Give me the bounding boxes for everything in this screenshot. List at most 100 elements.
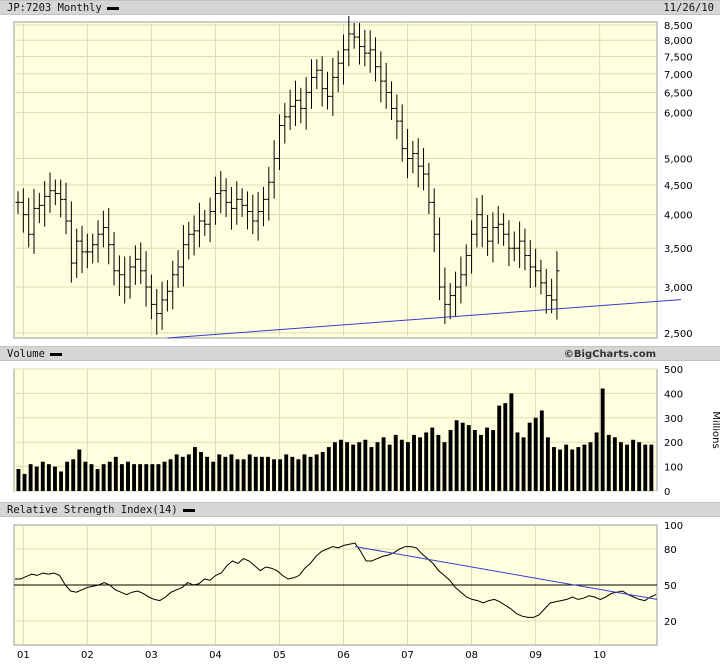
rsi-chart: 20 50 80 100 01 02 03 04 05 06 07 08 09 10 xyxy=(13,521,683,661)
volume-bar xyxy=(442,442,447,491)
x-axis-year-label: 01 xyxy=(17,650,30,661)
price-ytick-label: 4,000 xyxy=(664,211,693,222)
volume-bar xyxy=(308,456,313,491)
volume-bar xyxy=(558,449,563,491)
volume-bar xyxy=(278,459,283,491)
rsi-ytick-label: 100 xyxy=(664,521,683,532)
volume-label: Volume xyxy=(7,348,45,360)
volume-bar xyxy=(649,444,654,491)
volume-axis-label: Millions xyxy=(710,411,720,448)
volume-bar xyxy=(259,456,264,491)
price-ytick-label: 3,000 xyxy=(664,283,693,294)
volume-bar xyxy=(59,471,63,491)
rsi-line xyxy=(15,542,657,618)
price-ytick-label: 2,500 xyxy=(664,329,693,340)
volume-bar xyxy=(302,454,307,491)
volume-bar xyxy=(515,432,520,491)
volume-bar xyxy=(539,410,544,491)
volume-bar xyxy=(491,430,496,491)
volume-bar xyxy=(34,466,39,491)
volume-bar xyxy=(625,444,629,491)
rsi-ytick-label: 50 xyxy=(664,581,677,592)
volume-bar xyxy=(89,464,94,491)
rsi-header-strip: Relative Strength Index(14) xyxy=(0,502,720,517)
x-axis-year-label: 10 xyxy=(593,650,606,661)
volume-bar xyxy=(618,442,623,491)
volume-bar xyxy=(600,388,605,491)
volume-bar xyxy=(588,442,593,491)
volume-bar xyxy=(253,456,258,491)
volume-bar xyxy=(643,444,648,491)
volume-bar xyxy=(150,464,155,491)
volume-bar xyxy=(199,451,203,491)
rsi-trendline xyxy=(354,546,658,600)
volume-bar xyxy=(582,444,587,491)
volume-bar xyxy=(339,439,343,491)
bigcharts-credit[interactable]: ©BigCharts.com xyxy=(563,349,656,360)
volume-bar xyxy=(375,442,380,491)
volume-bar xyxy=(16,469,21,491)
x-axis-year-label: 08 xyxy=(465,650,478,661)
x-axis-year-label: 09 xyxy=(529,650,542,661)
volume-bar xyxy=(229,454,234,491)
volume-bar xyxy=(387,444,392,491)
volume-ytick-label: 0 xyxy=(664,487,670,498)
volume-bar xyxy=(448,430,453,491)
volume-bar xyxy=(223,456,228,491)
volume-bar xyxy=(369,447,374,491)
volume-bar xyxy=(527,422,532,491)
volume-bar xyxy=(564,444,569,491)
volume-bar xyxy=(126,461,130,491)
price-ytick-label: 8,500 xyxy=(664,21,693,32)
volume-bar xyxy=(247,454,252,491)
volume-bar xyxy=(296,459,301,491)
volume-bar xyxy=(363,439,368,491)
volume-bar xyxy=(180,456,185,491)
x-axis-year-label: 06 xyxy=(337,650,350,661)
volume-bar xyxy=(132,464,137,491)
volume-bar xyxy=(576,447,581,491)
volume-bar xyxy=(332,442,337,491)
volume-bar xyxy=(205,456,210,491)
volume-bar xyxy=(211,461,216,491)
rsi-ytick-label: 80 xyxy=(664,545,677,556)
volume-bar xyxy=(631,439,636,491)
volume-bar xyxy=(28,464,33,491)
volume-chart: 0 100 200 300 400 500 Millions xyxy=(13,365,720,498)
x-axis-year-label: 07 xyxy=(401,650,414,661)
price-plot-area xyxy=(13,21,658,339)
date-label: 11/26/10 xyxy=(663,2,714,14)
volume-ytick-label: 400 xyxy=(664,389,683,400)
volume-bar xyxy=(326,447,331,491)
volume-bar xyxy=(345,442,350,491)
volume-bar xyxy=(503,403,508,491)
price-ytick-label: 8,000 xyxy=(664,36,693,47)
volume-header-strip: Volume ©BigCharts.com xyxy=(0,346,720,361)
volume-bar xyxy=(290,456,295,491)
volume-legend-swatch xyxy=(49,352,62,356)
price-header-strip: JP:7203 Monthly 11/26/10 xyxy=(0,0,720,15)
volume-bar xyxy=(399,439,404,491)
volume-bar xyxy=(497,405,502,491)
volume-bar xyxy=(472,430,477,491)
volume-bar xyxy=(545,437,550,491)
volume-bar xyxy=(454,420,459,491)
price-ytick-label: 5,000 xyxy=(664,154,693,165)
price-support-trendline xyxy=(167,299,682,339)
volume-ytick-label: 200 xyxy=(664,438,683,449)
volume-bar xyxy=(156,464,161,491)
x-axis-year-label: 04 xyxy=(209,650,222,661)
volume-bar xyxy=(320,451,325,491)
volume-bar xyxy=(424,432,429,491)
volume-bar xyxy=(594,432,599,491)
rsi-ytick-label: 20 xyxy=(664,617,677,628)
volume-bar xyxy=(83,461,88,491)
price-legend-swatch xyxy=(106,6,119,10)
volume-bar xyxy=(509,393,514,491)
x-axis-year-label: 05 xyxy=(273,650,286,661)
volume-bar xyxy=(144,464,149,491)
volume-bar xyxy=(381,437,386,491)
price-ytick-label: 4,500 xyxy=(664,181,693,192)
volume-bar xyxy=(138,464,143,491)
volume-ytick-label: 500 xyxy=(664,365,683,376)
